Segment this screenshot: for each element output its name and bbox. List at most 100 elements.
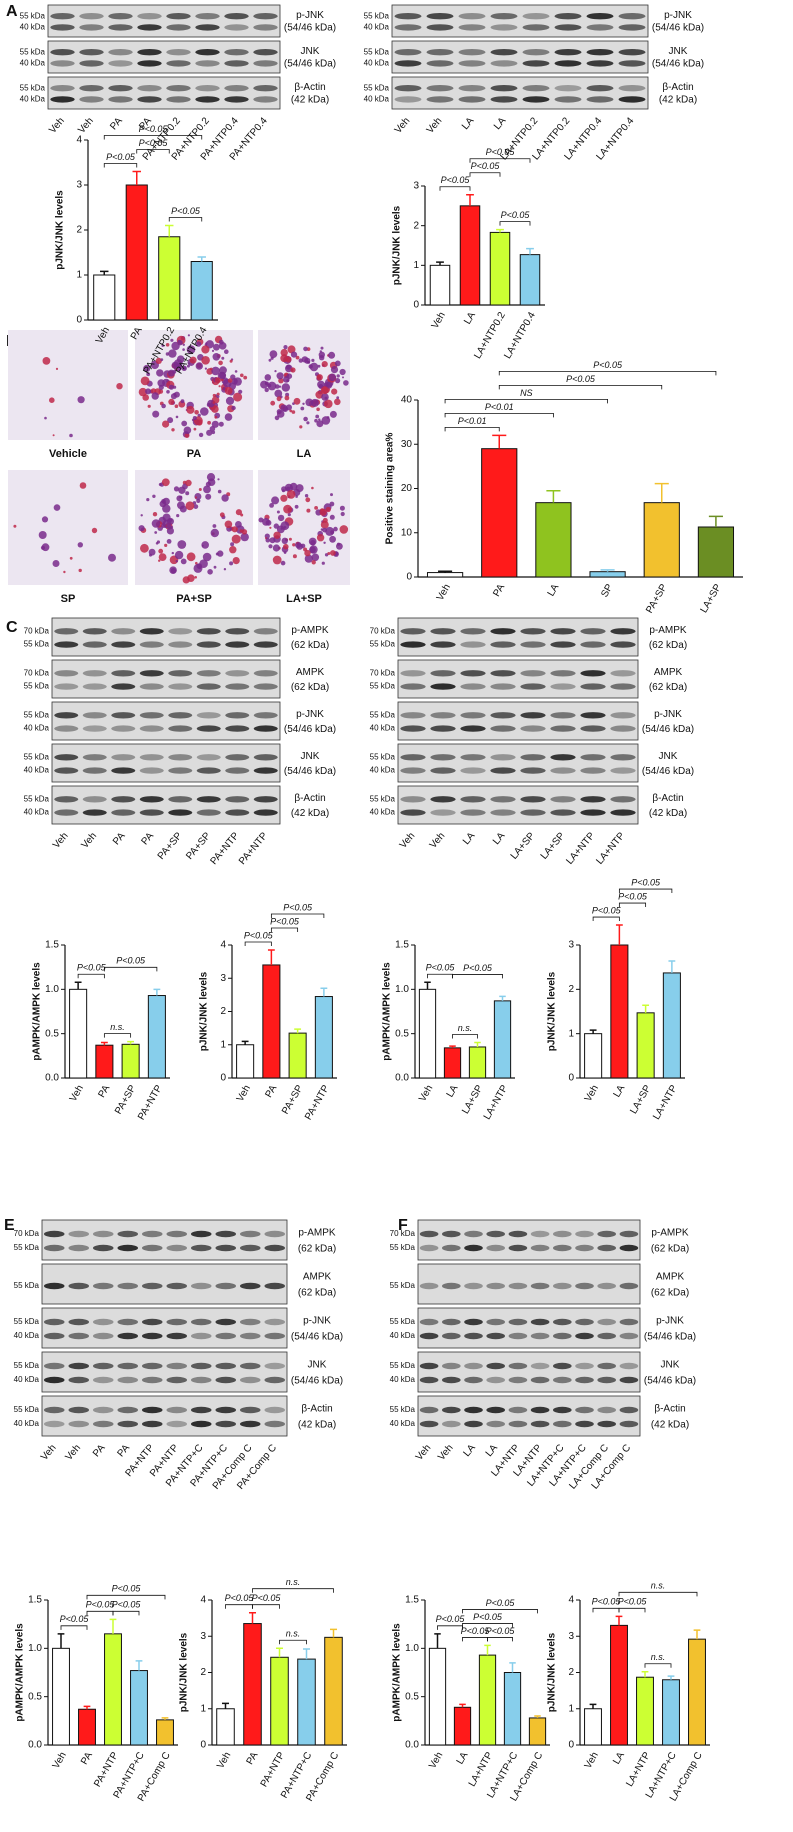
blot-band (137, 85, 162, 92)
blot-label: (54/46 kDa) (284, 23, 336, 34)
lipid-droplet (219, 366, 227, 375)
significance-label: P<0.05 (139, 124, 169, 134)
blot-band (610, 725, 636, 732)
y-axis-label: pAMPK/AMPK levels (32, 962, 43, 1061)
blot-band (530, 1420, 550, 1428)
blot-band (575, 1376, 594, 1384)
y-tick-label: 0 (413, 300, 419, 311)
blot-band (490, 13, 518, 20)
error-bar (221, 1702, 230, 1709)
blot-band (168, 683, 193, 690)
blot-row (397, 743, 639, 783)
lipid-droplet (220, 378, 224, 382)
lipid-droplet (269, 350, 278, 358)
blot-row (397, 701, 639, 741)
blot-label: p-AMPK (298, 1227, 336, 1238)
lipid-droplet (216, 395, 220, 398)
blot-band (166, 60, 191, 67)
bar (493, 1000, 512, 1079)
lipid-droplet (206, 473, 216, 482)
blot-band (253, 725, 278, 732)
lipid-droplet (193, 427, 197, 431)
lipid-droplet (258, 517, 264, 523)
y-tick-label: 3 (413, 181, 419, 192)
significance-label: P<0.05 (463, 963, 493, 973)
blot-label: β-Actin (294, 793, 325, 804)
blot-band (195, 85, 220, 92)
blot-band (530, 1362, 550, 1370)
blot-band (490, 628, 516, 635)
lane-label: Veh (80, 831, 100, 851)
blot-band (79, 13, 104, 20)
lipid-droplet (175, 560, 178, 563)
blot-band (400, 670, 426, 677)
blot-row (417, 1395, 641, 1437)
lipid-droplet (138, 525, 145, 532)
lipid-droplet (186, 345, 196, 354)
blot-band (394, 49, 422, 56)
lane-label: Veh (64, 1443, 84, 1463)
y-tick-label: 0 (568, 1740, 574, 1751)
lipid-droplet (158, 384, 164, 390)
blot-band (117, 1282, 139, 1290)
lipid-droplet (49, 397, 55, 404)
lipid-droplet (218, 421, 224, 427)
lipid-droplet (152, 494, 156, 498)
blot-band (92, 1332, 114, 1340)
error-bar (474, 1041, 481, 1047)
blot-band (215, 1406, 237, 1414)
blot-row (397, 617, 639, 657)
significance-label: P<0.01 (458, 416, 487, 426)
blot-band (166, 1376, 188, 1384)
lipid-droplet (224, 520, 233, 529)
lipid-droplet (304, 494, 309, 498)
error-bar (127, 1040, 135, 1045)
lipid-droplet (140, 376, 150, 386)
blot-band (460, 754, 486, 761)
staining-image (8, 330, 128, 440)
significance-bracket (462, 1637, 488, 1642)
blot-band (597, 1230, 617, 1238)
blot-band (168, 628, 193, 635)
lipid-droplet (223, 568, 227, 571)
lipid-droplet (174, 550, 184, 560)
blot-band (108, 24, 133, 31)
y-tick-label: 1.5 (395, 940, 409, 951)
lipid-droplet (179, 495, 183, 499)
significance-bracket (452, 1034, 478, 1039)
mw-marker: 55 kDa (390, 1361, 416, 1370)
blot-band (253, 628, 278, 635)
significance-label: P<0.05 (225, 1593, 255, 1603)
y-tick-label: 0.0 (395, 1073, 409, 1084)
blot-band (166, 24, 191, 31)
x-tick-label: Veh (235, 1083, 253, 1103)
blot-band (196, 712, 221, 719)
bar (636, 1012, 655, 1079)
mw-marker: 55 kDa (14, 1281, 40, 1290)
lipid-droplet (161, 478, 170, 487)
blot-band (195, 96, 220, 103)
blot-band (111, 670, 136, 677)
lipid-droplet (329, 410, 337, 418)
blot-band (441, 1282, 461, 1290)
blot-band (522, 24, 550, 31)
error-bar (708, 515, 723, 527)
x-tick-label: Veh (68, 1083, 86, 1103)
x-tick-label: PA+SP (113, 1083, 139, 1116)
blot-band (586, 96, 614, 103)
blot-band (394, 96, 422, 103)
blot-band (520, 754, 546, 761)
lipid-droplet (339, 505, 345, 511)
significance-bracket (112, 1610, 140, 1616)
error-bar (161, 1717, 169, 1720)
blot-label: (42 kDa) (651, 1419, 689, 1430)
bar (262, 964, 281, 1079)
lipid-droplet (166, 527, 174, 535)
blot-band (580, 725, 606, 732)
mw-marker: 55 kDa (364, 83, 390, 92)
blot-band (92, 1244, 114, 1252)
error-bar (484, 1644, 491, 1656)
mw-marker: 40 kDa (24, 808, 50, 817)
error-bar (693, 1629, 701, 1640)
blot-band (190, 1332, 212, 1340)
